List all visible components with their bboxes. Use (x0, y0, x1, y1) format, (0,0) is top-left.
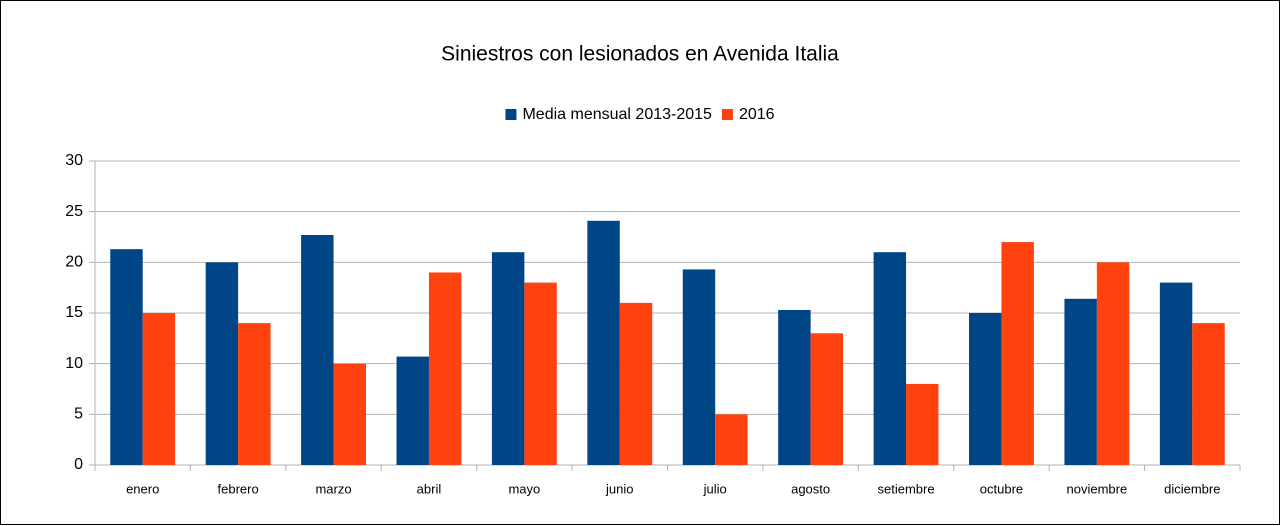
x-tick-label: setiembre (878, 481, 935, 496)
bar (969, 313, 1002, 465)
bar (1096, 262, 1130, 465)
y-tick-label: 20 (65, 254, 83, 271)
bar (396, 356, 429, 465)
x-tick-label: junio (605, 481, 633, 496)
bar (619, 302, 653, 465)
bar (333, 363, 366, 465)
y-tick-label: 0 (74, 456, 83, 473)
bar (587, 220, 620, 465)
x-tick-label: diciembre (1164, 481, 1220, 496)
bar (142, 313, 176, 465)
x-tick-label: abril (417, 481, 442, 496)
bar (205, 262, 239, 465)
bar (1064, 298, 1097, 465)
bar (873, 252, 907, 465)
x-tick-label: enero (126, 481, 159, 496)
bar (810, 333, 844, 465)
legend-swatch (505, 109, 517, 120)
bar (682, 269, 716, 465)
bar (1001, 242, 1034, 465)
x-tick-label: agosto (791, 481, 830, 496)
y-tick-label: 5 (74, 406, 83, 423)
bar (1159, 282, 1193, 465)
legend-label: 2016 (739, 106, 775, 123)
bar (428, 272, 462, 465)
x-tick-label: julio (703, 481, 727, 496)
legend-swatch (721, 109, 733, 120)
y-tick-label: 10 (65, 355, 83, 372)
bar (778, 309, 811, 465)
bar (524, 282, 557, 465)
y-tick-label: 15 (65, 304, 83, 321)
x-tick-label: mayo (508, 481, 540, 496)
x-tick-label: noviembre (1067, 481, 1128, 496)
bar (1192, 323, 1225, 465)
bar (110, 249, 143, 465)
bar (238, 323, 271, 465)
y-tick-label: 30 (65, 152, 83, 169)
bar (491, 252, 525, 465)
x-tick-label: febrero (218, 481, 259, 496)
chart-title: Siniestros con lesionados en Avenida Ita… (441, 43, 839, 66)
legend-label: Media mensual 2013-2015 (522, 106, 712, 123)
bar (715, 414, 748, 465)
y-tick-label: 25 (65, 203, 83, 220)
x-tick-label: marzo (315, 481, 351, 496)
bar (301, 234, 334, 465)
bar (906, 383, 939, 465)
x-tick-label: octubre (980, 481, 1023, 496)
